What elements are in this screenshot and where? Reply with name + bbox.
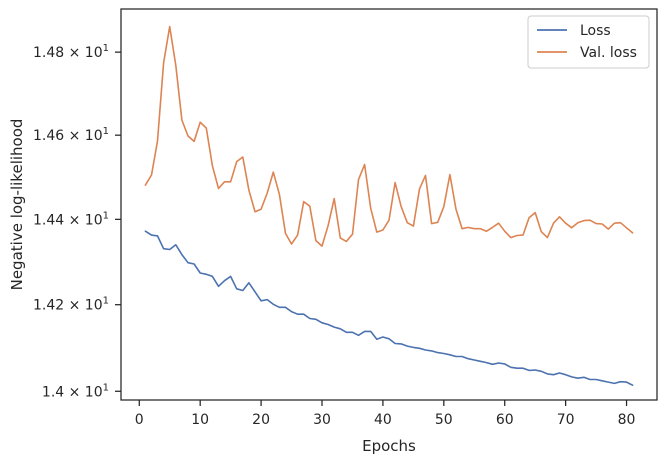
legend-label: Val. loss (580, 45, 637, 61)
x-tick-label: 50 (435, 412, 453, 428)
x-tick-label: 30 (313, 412, 331, 428)
series-line-0 (144, 230, 634, 387)
y-tick-label: 1.46 × 101 (33, 126, 109, 144)
y-axis-label: Negative log-likelihood (8, 119, 26, 291)
plot-area (121, 9, 657, 400)
legend: Loss Val. loss (527, 15, 650, 69)
legend-box (527, 15, 650, 69)
series-layer (144, 25, 634, 387)
x-tick-label: 80 (618, 412, 636, 428)
y-tick-label: 1.44 × 101 (33, 210, 109, 228)
plot-frame (120, 8, 658, 401)
x-tick-label: 0 (135, 412, 144, 428)
series-line-1 (144, 25, 634, 247)
x-axis-label: Epochs (362, 437, 416, 455)
legend-label: Loss (580, 23, 611, 39)
y-tick-label: 1.42 × 101 (33, 296, 109, 314)
x-tick-label: 70 (557, 412, 575, 428)
y-axis: 1.4 × 101 1.42 × 101 1.44 × 101 1.46 × 101 1… (33, 43, 121, 400)
y-tick-label: 1.48 × 101 (33, 43, 109, 61)
x-tick-label: 60 (496, 412, 514, 428)
x-tick-label: 40 (374, 412, 392, 428)
x-axis: 0 10 20 30 40 50 60 70 80 (135, 400, 636, 428)
y-tick-label: 1.4 × 101 (42, 382, 109, 400)
x-tick-label: 10 (191, 412, 209, 428)
x-tick-label: 20 (252, 412, 270, 428)
